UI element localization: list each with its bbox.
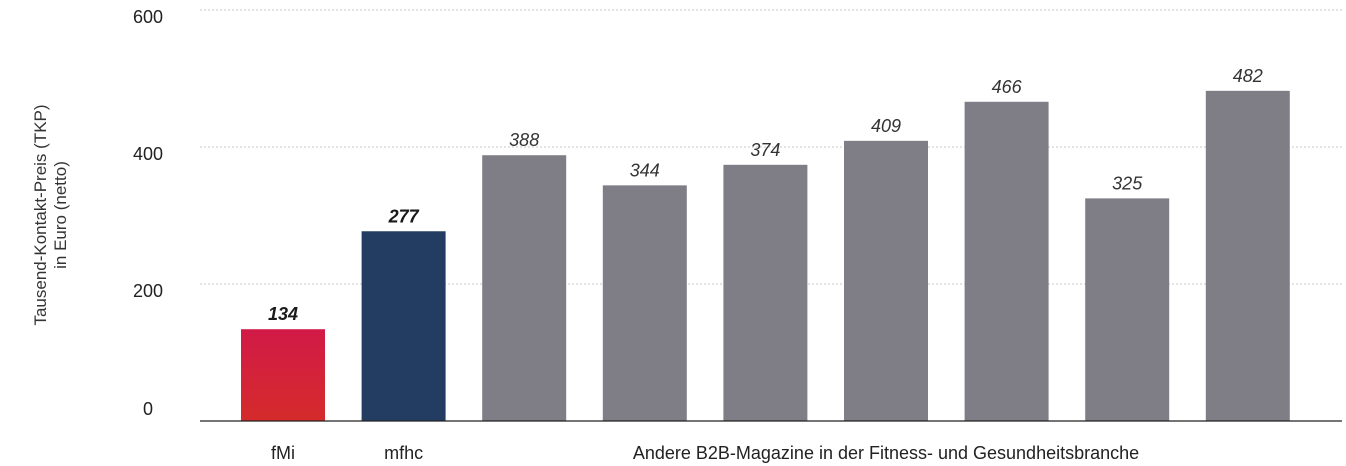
- category-labels: fMi mfhc Andere B2B-Magazine in der Fitnes…: [271, 443, 1139, 463]
- y-axis-title-line-2: in Euro (netto): [51, 161, 70, 269]
- category-label-3: Andere B2B-Magazine in der Fitness- und …: [633, 443, 1139, 463]
- bar-value-label-9: 482: [1233, 66, 1263, 86]
- y-axis-title: Tausend-Kontakt-Preis (TKP) in Euro (nett…: [31, 104, 70, 325]
- y-tick-label-200: 200: [133, 281, 163, 301]
- y-axis-title-group: Tausend-Kontakt-Preis (TKP) in Euro (nett…: [31, 104, 70, 325]
- bar-value-label-4: 344: [630, 160, 660, 180]
- category-label-1: fMi: [271, 443, 295, 463]
- y-tick-label-0: 0: [143, 399, 153, 419]
- bar-9: [1205, 90, 1290, 421]
- bar-value-label-5: 374: [750, 140, 780, 160]
- bar-7: [964, 101, 1049, 421]
- bar-value-label-2: 277: [388, 206, 420, 226]
- bar-value-label-8: 325: [1112, 173, 1143, 193]
- bar-6: [844, 140, 928, 421]
- category-label-2: mfhc: [384, 443, 423, 463]
- bar-value-label-3: 388: [509, 130, 539, 150]
- bar-2: [361, 231, 446, 421]
- bar-value-label-7: 466: [992, 77, 1023, 97]
- y-tick-label-400: 400: [133, 144, 163, 164]
- bar-4: [602, 185, 687, 421]
- bar-5: [723, 164, 808, 421]
- bar-1: [241, 329, 325, 421]
- y-axis-title-line-1: Tausend-Kontakt-Preis (TKP): [31, 104, 50, 325]
- bar-value-label-1: 134: [268, 304, 298, 324]
- bar-value-label-6: 409: [871, 116, 901, 136]
- y-tick-label-600: 600: [133, 7, 163, 27]
- bar-8: [1085, 198, 1170, 421]
- bars: [241, 90, 1290, 421]
- y-axis-ticks: 0 200 400 600: [133, 7, 163, 419]
- bar-3: [482, 155, 567, 421]
- data-labels: 134 277 388 344 374 409 466 325 482: [268, 66, 1263, 324]
